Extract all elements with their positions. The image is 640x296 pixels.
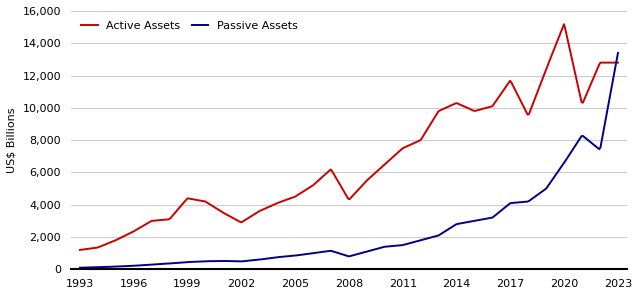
Active Assets [252, 212, 259, 215]
Y-axis label: US$ Billions: US$ Billions [7, 107, 17, 173]
Passive Assets [252, 258, 259, 262]
Active Assets [465, 107, 472, 110]
Active Assets [415, 139, 422, 143]
Active Assets [141, 223, 148, 227]
Passive Assets [465, 220, 472, 224]
Passive Assets [467, 220, 475, 223]
Active Assets [467, 108, 475, 111]
Line: Active Assets: Active Assets [80, 24, 618, 250]
Active Assets [76, 248, 84, 252]
Legend: Active Assets, Passive Assets: Active Assets, Passive Assets [76, 17, 303, 36]
Passive Assets [415, 239, 422, 243]
Passive Assets [141, 263, 148, 267]
Passive Assets [289, 254, 297, 258]
Passive Assets [614, 51, 622, 55]
Active Assets [614, 61, 622, 65]
Line: Passive Assets: Passive Assets [80, 53, 618, 268]
Passive Assets [76, 266, 84, 269]
Active Assets [289, 196, 297, 199]
Active Assets [560, 22, 568, 26]
